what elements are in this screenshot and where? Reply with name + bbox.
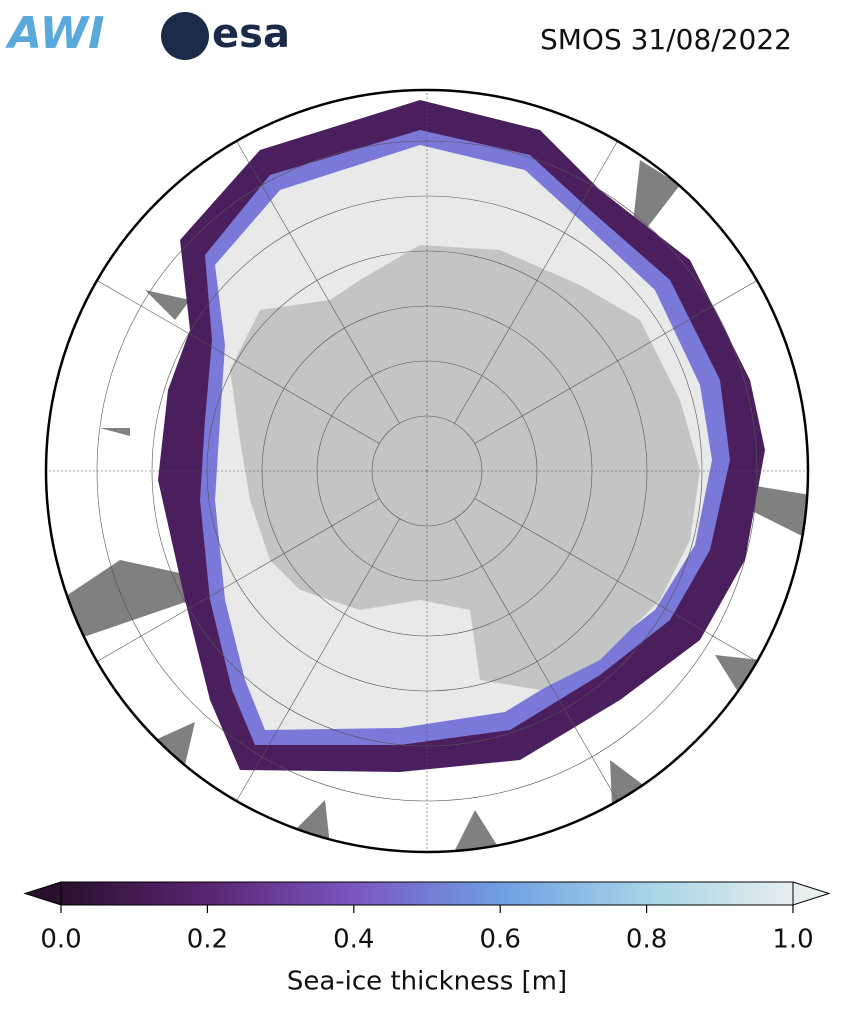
longitude-line [231,133,400,424]
longitude-line [231,518,400,809]
map-frame [44,88,810,854]
latitude-line [151,195,703,747]
awi-logo: AWI [5,8,105,59]
colorbar-tick-label: 0.0 [40,925,81,955]
longitude-line [89,498,380,667]
title: SMOS 31/08/2022 [540,23,792,56]
colorbar-extend-high [792,881,831,906]
colorbar-tick-label: 0.8 [626,925,667,955]
colorbar-tick-label: 1.0 [772,925,813,955]
colorbar [60,881,794,906]
map [46,90,808,852]
esa-logo-mark [161,12,209,60]
graticule [46,90,808,852]
antarctica [230,245,700,690]
longitude-line [474,275,765,444]
longitude-line [454,133,623,424]
colorbar-tick-label: 0.4 [333,925,374,955]
esa-logo: esa [212,11,290,57]
colorbar-label: Sea-ice thickness [m] [287,967,567,997]
longitude-line [89,275,380,444]
colorbar-extend-low [23,881,62,906]
colorbar-tick-label: 0.6 [480,925,521,955]
latitude-line [371,415,483,527]
colorbar-tick-label: 0.2 [187,925,228,955]
longitude-line [474,498,765,667]
longitude-line [454,518,623,809]
